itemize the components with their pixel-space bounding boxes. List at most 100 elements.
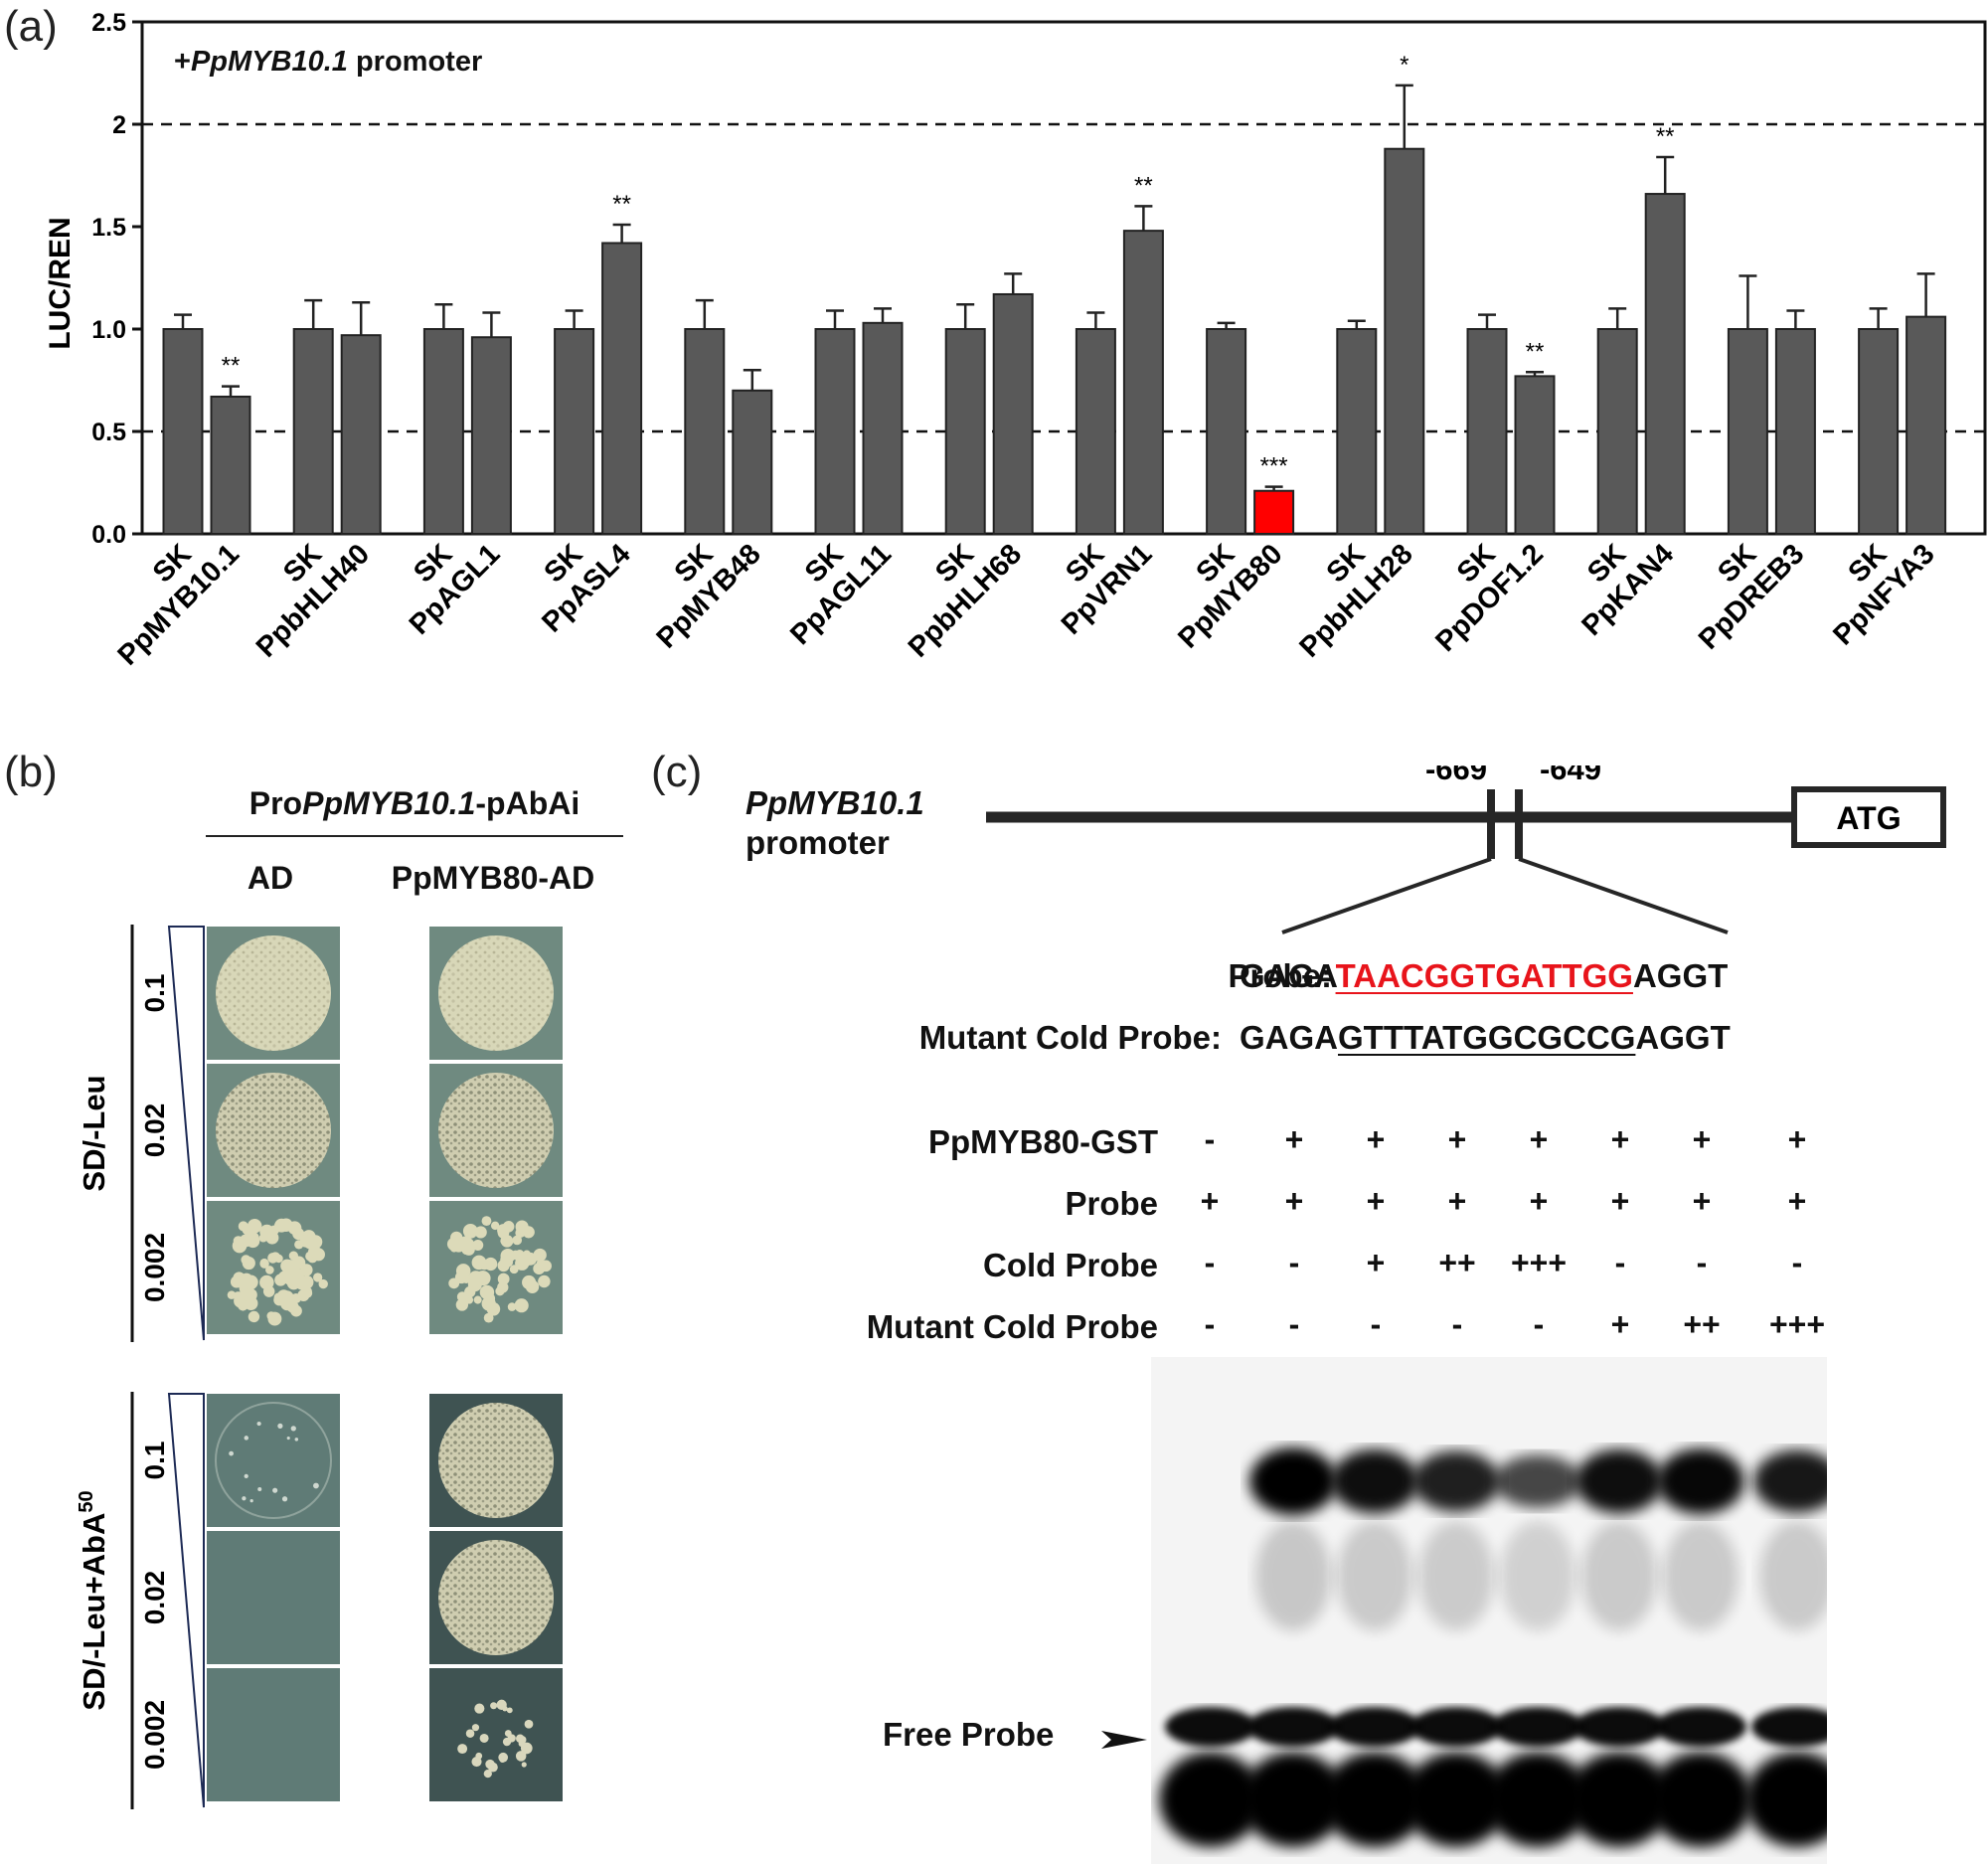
- emsa-row-label: Cold Probe: [982, 1247, 1158, 1283]
- atg-box: [1791, 786, 1946, 848]
- significance-PpMYB80: ***: [1260, 453, 1288, 480]
- construct-title: ProPpMYB10.1-pAbAi: [249, 785, 580, 822]
- bar-PpAGL11: [862, 321, 904, 535]
- smear: [1255, 1521, 1331, 1630]
- construct-underline: [206, 835, 623, 837]
- emsa-cell: +: [1284, 1183, 1304, 1219]
- media-sd-leu-aba-sup: 50: [76, 1490, 97, 1512]
- emsa-row-label: PpMYB80-GST: [927, 1123, 1158, 1160]
- emsa-row-label: Probe: [1065, 1185, 1158, 1222]
- chart-axes: 0.0 0.5 1.0 1.5 2 2.5: [91, 9, 1987, 549]
- promoter-suffix: promoter: [347, 46, 483, 78]
- plot-frame: [140, 20, 1987, 536]
- colony-sd-ad-0.002: [227, 1218, 328, 1326]
- free-probe-label: Free Probe: [883, 1716, 1055, 1753]
- media-sd-leu-aba: SD/-Leu+AbA50: [76, 1490, 111, 1710]
- significance-PpMYB10.1: **: [222, 353, 241, 380]
- bound-band: [1249, 1447, 1337, 1515]
- free-probe-band: [1410, 1707, 1502, 1747]
- bar-sk-11: [1596, 328, 1638, 535]
- emsa-cell: +: [1529, 1121, 1549, 1157]
- y-tick-label: 0.0: [91, 521, 126, 549]
- emsa-cell: ++: [1438, 1245, 1476, 1280]
- emsa-cell: -: [1533, 1306, 1545, 1342]
- plate-aba-ad-0.002: [207, 1668, 340, 1801]
- bar-sk-3: [554, 328, 595, 535]
- emsa-cell: +: [1692, 1183, 1712, 1219]
- emsa-cell: +: [1447, 1183, 1467, 1219]
- promoter-name: PpMYB10.1 promoter: [746, 783, 924, 863]
- bar-sk-10: [1466, 328, 1508, 535]
- smear: [1500, 1521, 1575, 1630]
- dilution-1-0.02: 0.02: [139, 1103, 170, 1158]
- emsa-row-label: Mutant Cold Probe: [866, 1308, 1158, 1345]
- bound-band: [1657, 1447, 1744, 1515]
- probe-pre: GAGA: [1240, 957, 1336, 994]
- promoter-prefix: +: [174, 46, 191, 78]
- significance-PpDOF1.2: **: [1526, 338, 1545, 365]
- bar-PpAGL1-label: PpAGL1: [404, 538, 507, 641]
- bar-PpbHLH28: [1384, 147, 1425, 535]
- chart-reference-lines: [142, 122, 1985, 433]
- dilution-1-0.002: 0.002: [139, 1233, 170, 1302]
- promoter-gene-name: PpMYB10.1: [746, 784, 924, 821]
- construct-suffix: -pAbAi: [475, 785, 580, 821]
- emsa-cell: +: [1692, 1121, 1712, 1157]
- bar-PpAGL1: [470, 336, 512, 535]
- y-tick-label: 2.5: [91, 9, 126, 37]
- emsa-cell: +: [1200, 1183, 1220, 1219]
- bar-PpDOF1.2: [1514, 375, 1556, 535]
- mutant-probe-sequence: GAGAGTTTATGGCGCCGAGGT: [1240, 1019, 1731, 1057]
- significance-PpKAN4: **: [1656, 123, 1675, 150]
- smear: [1337, 1521, 1412, 1630]
- dilution-1-0.1: 0.1: [139, 974, 170, 1013]
- smear: [1581, 1521, 1657, 1630]
- y-axis-label: LUC/REN: [44, 217, 77, 349]
- y-tick-label: 1.0: [91, 316, 126, 344]
- emsa-cell: -: [1696, 1245, 1708, 1280]
- bar-PpKAN4: [1644, 193, 1686, 535]
- bound-band: [1331, 1448, 1418, 1514]
- emsa-cell: +: [1447, 1121, 1467, 1157]
- emsa-gel: [1151, 1357, 1827, 1864]
- emsa-cell: -: [1370, 1306, 1382, 1342]
- emsa-cell: +: [1366, 1121, 1386, 1157]
- bar-PpASL4: [601, 242, 643, 535]
- colony-aba-myb-0.1: [438, 1403, 554, 1518]
- free-probe-band: [1247, 1707, 1339, 1747]
- mut-core: GTTTATGGCGCCG: [1338, 1019, 1636, 1056]
- gel-front-band: [1242, 1752, 1345, 1847]
- colony-sd-ad-0.02: [216, 1073, 331, 1188]
- emsa-cell: +: [1610, 1121, 1630, 1157]
- bar-sk-4: [684, 328, 726, 535]
- gel-front-band: [1649, 1752, 1752, 1847]
- emsa-cell: +: [1366, 1245, 1386, 1280]
- panel-b-label: (b): [4, 748, 58, 796]
- y-tick-label: 2: [112, 111, 126, 139]
- emsa-cell: +++: [1510, 1245, 1568, 1280]
- zoom-line-left: [1281, 857, 1492, 934]
- free-probe-band: [1329, 1707, 1420, 1747]
- plate-aba-ad-0.02: [207, 1531, 340, 1664]
- bar-PpbHLH68: [992, 292, 1034, 536]
- col-ad: AD: [247, 860, 294, 896]
- colony-sd-myb-0.1: [438, 935, 554, 1051]
- promoter-title: +PpMYB10.1 promoter: [174, 46, 482, 79]
- bar-PpMYB48: [732, 389, 773, 535]
- emsa-cell: +: [1787, 1183, 1807, 1219]
- media-sd-leu: SD/-Leu: [77, 1075, 111, 1191]
- plate-sd-ad-0.002: [207, 1201, 340, 1334]
- emsa-cell: -: [1204, 1306, 1216, 1342]
- construct-gene: PpMYB10.1: [302, 785, 476, 821]
- bar-chart: 0.00.51.01.522.5 ************** SKPpMYB1…: [44, 9, 1987, 672]
- pos-649: -649: [1540, 765, 1601, 786]
- emsa-cell: ++: [1683, 1306, 1721, 1342]
- bar-sk-1: [292, 328, 334, 535]
- atg-label: ATG: [1836, 800, 1901, 836]
- emsa-cell: +: [1366, 1183, 1386, 1219]
- probe-sequence: GAGATAACGGTGATTGGAGGT: [1240, 957, 1728, 995]
- panel-a-label: (a): [4, 2, 58, 51]
- bar-PpDREB3: [1774, 328, 1816, 535]
- bar-PpNFYA3: [1905, 315, 1947, 536]
- chart-bars: **************: [162, 52, 1947, 536]
